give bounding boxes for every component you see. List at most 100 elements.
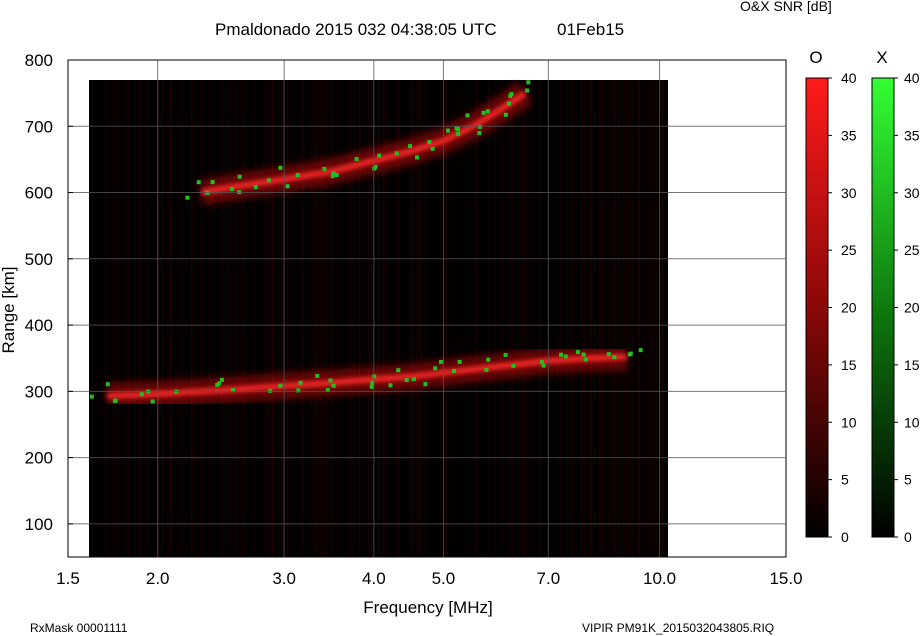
noise-stripe — [584, 80, 586, 557]
noise-stripe — [611, 80, 613, 557]
noise-stripe — [323, 80, 325, 557]
x-tick-label: 15.0 — [769, 569, 802, 588]
noise-stripe — [119, 80, 121, 557]
noise-stripe — [320, 80, 322, 557]
x-tick-label: 7.0 — [537, 569, 561, 588]
noise-stripe — [140, 80, 142, 557]
noise-stripe — [281, 80, 283, 557]
x-mode-point — [430, 146, 435, 151]
x-mode-point — [503, 112, 508, 117]
noise-stripe — [161, 80, 163, 557]
x-mode-point — [253, 185, 258, 189]
noise-stripe — [347, 80, 349, 557]
noise-stripe — [269, 80, 271, 557]
noise-stripe — [452, 80, 454, 557]
x-mode-point — [423, 382, 428, 387]
x-mode-point — [229, 187, 234, 191]
y-axis-title: Range [km] — [0, 267, 18, 354]
noise-stripe — [317, 80, 319, 557]
colorbar-x-label: X — [876, 48, 887, 67]
noise-stripe — [338, 80, 340, 557]
colorbar-tick-label: 15 — [841, 357, 857, 373]
noise-stripe — [170, 80, 172, 557]
noise-stripe — [551, 80, 553, 557]
noise-stripe — [458, 80, 460, 557]
colorbar-o-gradient — [805, 77, 829, 538]
colorbar-tick-label: 35 — [904, 127, 920, 143]
x-mode-point — [627, 352, 632, 357]
noise-stripe — [614, 80, 616, 557]
colorbar-tick-label: 35 — [841, 127, 857, 143]
noise-stripe — [125, 80, 127, 557]
noise-stripe — [224, 80, 226, 557]
colorbar-tick-label: 40 — [841, 70, 857, 86]
colorbar-o: O 40 35 30 25 20 15 10 5 0 — [805, 48, 857, 545]
noise-stripe — [113, 80, 115, 557]
noise-stripe — [503, 80, 505, 557]
x-mode-point — [478, 124, 482, 129]
noise-stripe — [329, 80, 331, 557]
noise-stripe — [617, 80, 619, 557]
x-mode-point — [456, 131, 461, 136]
noise-stripe — [662, 80, 664, 557]
x-mode-point — [606, 352, 611, 357]
noise-stripe — [416, 80, 418, 557]
noise-stripe — [557, 80, 559, 557]
noise-stripe — [629, 80, 631, 557]
x-axis-title: Frequency [MHz] — [363, 598, 492, 617]
noise-stripe — [656, 80, 658, 557]
noise-stripe — [560, 80, 562, 557]
noise-stripe — [179, 80, 181, 557]
noise-stripe — [509, 80, 511, 557]
noise-stripe — [191, 80, 193, 557]
noise-stripe — [650, 80, 652, 557]
x-mode-point — [612, 355, 617, 360]
x-mode-point — [315, 373, 320, 378]
noise-stripe — [182, 80, 184, 557]
colorbar-title: O&X SNR [dB] — [740, 0, 832, 14]
noise-stripe — [575, 80, 577, 557]
noise-stripe — [473, 80, 475, 557]
colorbar-tick-label: 30 — [841, 185, 857, 201]
x-mode-point — [525, 88, 530, 93]
noise-stripe — [275, 80, 277, 557]
noise-stripe — [221, 80, 223, 557]
noise-stripe — [590, 80, 592, 557]
noise-stripe — [494, 80, 496, 557]
x-mode-point — [105, 382, 110, 387]
noise-stripe — [572, 80, 574, 557]
noise-stripe — [599, 80, 601, 557]
noise-stripe — [488, 80, 490, 557]
noise-stripe — [527, 80, 529, 557]
noise-stripe — [383, 80, 385, 557]
noise-stripe — [128, 80, 130, 557]
x-mode-point — [486, 357, 491, 362]
noise-stripe — [368, 80, 370, 557]
x-mode-point — [404, 378, 409, 383]
x-mode-point — [237, 174, 242, 179]
noise-stripe — [104, 80, 106, 557]
chart-date: 01Feb15 — [557, 20, 625, 39]
x-mode-point — [268, 388, 273, 393]
noise-stripe — [389, 80, 391, 557]
noise-stripe — [518, 80, 520, 557]
colorbar-tick-label: 5 — [904, 472, 912, 488]
noise-stripe — [530, 80, 532, 557]
noise-stripe — [653, 80, 655, 557]
x-mode-point — [511, 363, 516, 368]
x-mode-point — [507, 101, 511, 106]
chart-title: Pmaldonado 2015 032 04:38:05 UTC — [215, 20, 497, 39]
colorbar-tick-label: 40 — [904, 70, 920, 86]
noise-stripe — [233, 80, 235, 557]
x-mode-point — [427, 140, 432, 144]
noise-stripe — [623, 80, 625, 557]
noise-stripe — [254, 80, 256, 557]
file-label: VIPIR PM91K_2015032043805.RIQ — [582, 621, 775, 635]
x-mode-point — [89, 394, 94, 399]
colorbar-tick-label: 15 — [904, 357, 920, 373]
noise-stripe — [137, 80, 139, 557]
noise-stripe — [185, 80, 187, 557]
noise-stripe — [95, 80, 97, 557]
noise-stripe — [101, 80, 103, 557]
noise-stripe — [215, 80, 217, 557]
